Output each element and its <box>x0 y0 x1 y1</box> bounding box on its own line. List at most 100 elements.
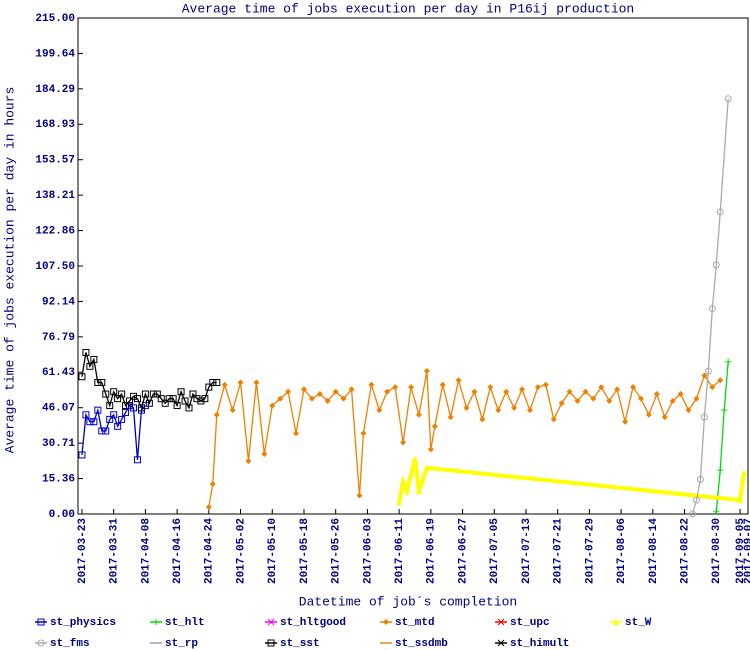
data-point <box>106 402 114 410</box>
legend-label: st_hltgood <box>280 617 346 629</box>
x-tick-label: 2017-08-06 <box>616 518 628 584</box>
legend-label: st_hlt <box>165 617 205 629</box>
x-tick-label: 2017-08-14 <box>648 518 660 584</box>
data-point <box>110 411 118 419</box>
data-point <box>90 418 98 426</box>
y-axis-label: Average time of jobs execution per day i… <box>2 87 17 454</box>
x-tick-label: 2017-07-05 <box>489 518 501 584</box>
data-point <box>177 388 185 396</box>
legend-label: st_sst <box>280 638 320 650</box>
x-tick-label: 2017-05-26 <box>331 518 343 584</box>
data-point <box>725 358 732 365</box>
data-point <box>368 381 375 388</box>
data-point <box>98 427 106 435</box>
y-tick-label: 76.79 <box>42 332 75 344</box>
data-point <box>130 392 138 400</box>
data-point <box>692 496 700 504</box>
data-point <box>558 400 565 407</box>
x-tick-label: 2017-03-31 <box>109 518 121 584</box>
data-point <box>118 390 126 398</box>
data-point <box>261 451 268 458</box>
data-point <box>534 384 541 391</box>
series-line <box>81 404 146 460</box>
data-point <box>495 407 502 414</box>
data-point <box>293 430 300 437</box>
data-point <box>165 395 173 403</box>
data-point <box>102 427 110 435</box>
legend-marker <box>613 619 619 625</box>
data-point <box>213 379 221 387</box>
x-tick-label: 2017-04-24 <box>204 518 216 584</box>
data-point <box>415 411 422 418</box>
y-tick-label: 0.00 <box>49 509 75 521</box>
data-point <box>209 379 217 387</box>
data-point <box>384 388 391 395</box>
data-point <box>661 414 668 421</box>
y-tick-label: 122.86 <box>35 225 75 237</box>
data-point <box>153 390 161 398</box>
data-point <box>455 377 462 384</box>
legend-marker <box>497 639 505 647</box>
data-point <box>439 381 446 388</box>
data-point <box>102 390 110 398</box>
data-point <box>408 384 415 391</box>
data-point <box>285 388 292 395</box>
data-point <box>511 404 518 411</box>
data-point <box>110 388 118 396</box>
data-point <box>161 399 169 407</box>
x-tick-label: 2017-07-29 <box>584 518 596 584</box>
data-point <box>582 388 589 395</box>
data-point <box>503 388 510 395</box>
data-point <box>189 390 197 398</box>
data-point <box>669 397 676 404</box>
legend-marker <box>383 619 389 625</box>
data-point <box>427 446 434 453</box>
series-line <box>81 352 217 410</box>
data-point <box>400 439 407 446</box>
data-point <box>376 407 383 414</box>
data-point <box>197 397 205 405</box>
data-point <box>519 386 526 393</box>
data-point <box>114 395 122 403</box>
legend-label: st_upc <box>510 617 550 629</box>
legend-marker <box>267 639 275 647</box>
data-point <box>598 384 605 391</box>
data-point <box>122 408 130 416</box>
data-point <box>185 404 193 412</box>
data-point <box>700 413 708 421</box>
legend-label: st_ssdmb <box>395 638 448 650</box>
x-tick-label: 2017-06-19 <box>426 518 438 584</box>
data-point <box>126 397 134 405</box>
data-point <box>308 395 315 402</box>
data-point <box>741 469 748 476</box>
data-point <box>606 397 613 404</box>
data-point <box>360 430 367 437</box>
y-tick-label: 92.14 <box>42 296 75 308</box>
data-point <box>348 386 355 393</box>
y-tick-label: 199.64 <box>35 48 75 60</box>
data-point <box>213 411 220 418</box>
legend-label: st_himult <box>510 638 569 650</box>
data-point <box>526 407 533 414</box>
data-point <box>201 395 209 403</box>
data-point <box>277 395 284 402</box>
data-point <box>173 402 181 410</box>
data-point <box>221 381 228 388</box>
data-point <box>82 411 90 419</box>
data-point <box>716 208 724 216</box>
data-point <box>637 395 644 402</box>
y-tick-label: 138.21 <box>35 190 75 202</box>
plot-frame <box>77 17 749 515</box>
data-point <box>118 415 126 423</box>
data-point <box>463 404 470 411</box>
series-line <box>397 458 747 503</box>
data-point <box>423 464 430 471</box>
data-point <box>300 386 307 393</box>
y-tick-label: 168.93 <box>35 119 75 131</box>
legend-label: st_rp <box>165 638 198 650</box>
data-point <box>209 481 216 488</box>
data-point <box>721 407 728 414</box>
data-point <box>78 451 86 459</box>
legend-marker <box>497 618 505 626</box>
